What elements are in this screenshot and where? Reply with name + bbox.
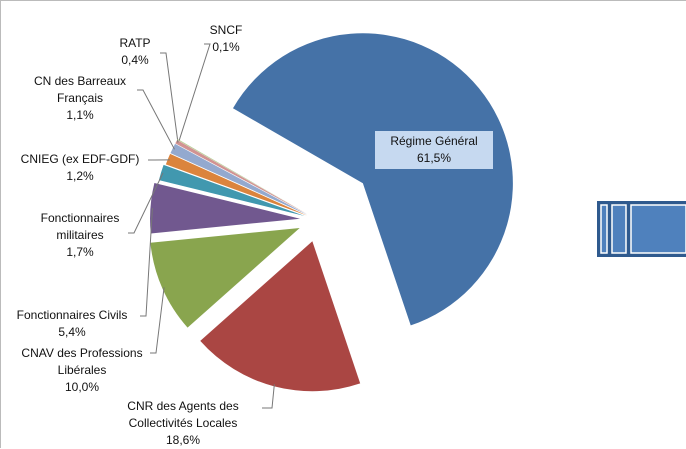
slice-label: RATP 0,4%: [105, 35, 165, 69]
slice-name: CN des Barreaux Français: [34, 74, 126, 105]
decoration: [597, 201, 686, 257]
slice-name: CNIEG (ex EDF-GDF): [21, 152, 140, 166]
slice-label: CNAV des Professions Libérales 10,0%: [7, 345, 157, 396]
slice-name: RATP: [119, 36, 150, 50]
leader-line: [262, 384, 274, 408]
slice-label: CNR des Agents des Collectivités Locales…: [108, 398, 258, 449]
slice-name: SNCF: [210, 23, 243, 37]
slice-name: Régime Général: [390, 134, 477, 148]
slice-name: CNR des Agents des Collectivités Locales: [127, 399, 238, 430]
slice-label: CNIEG (ex EDF-GDF) 1,2%: [10, 151, 150, 185]
slice-value: 0,1%: [212, 40, 239, 54]
slice-name: Fonctionnaires Civils: [17, 308, 128, 322]
slice-value: 1,2%: [66, 169, 93, 183]
deco-bar: [631, 205, 686, 253]
slice-name: Fonctionnaires militaires: [41, 211, 120, 242]
deco-bar: [601, 205, 607, 253]
slice-label: Régime Général 61,5%: [375, 131, 493, 169]
leader-line: [150, 287, 164, 353]
slice-value: 1,1%: [66, 108, 93, 122]
slice-label: Fonctionnaires Civils 5,4%: [0, 307, 147, 341]
slice-label: Fonctionnaires militaires 1,7%: [30, 210, 130, 261]
slice-value: 61,5%: [417, 151, 451, 165]
slice-name: CNAV des Professions Libérales: [21, 346, 142, 377]
slice-label: SNCF 0,1%: [196, 22, 256, 56]
slice-value: 0,4%: [121, 53, 148, 67]
deco-bar: [612, 205, 626, 253]
slice-value: 10,0%: [65, 380, 99, 394]
slice-label: CN des Barreaux Français 1,1%: [25, 73, 135, 124]
leader-line: [179, 44, 210, 140]
slice-value: 5,4%: [58, 325, 85, 339]
leader-line: [137, 90, 174, 149]
slice-value: 1,7%: [66, 245, 93, 259]
slice-value: 18,6%: [166, 433, 200, 447]
